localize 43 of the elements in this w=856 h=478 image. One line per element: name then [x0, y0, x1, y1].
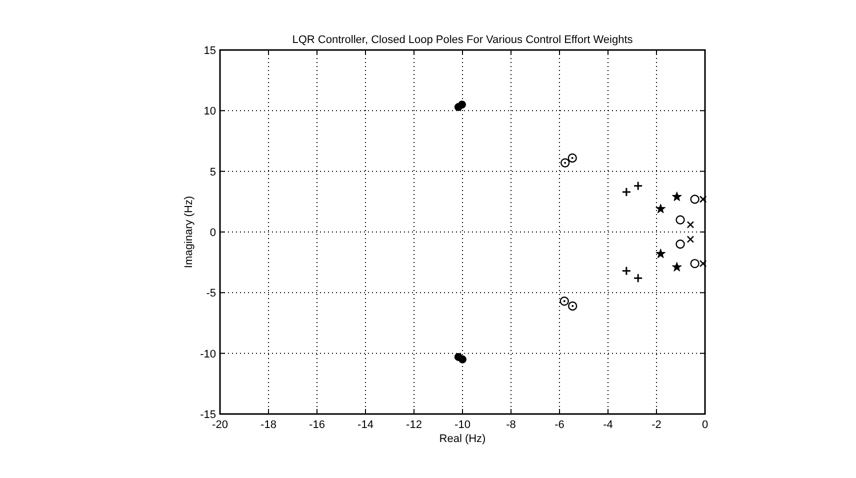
y-axis-title: Imaginary (Hz) — [183, 196, 195, 268]
x-tick-label: -6 — [554, 419, 564, 431]
point — [633, 273, 643, 283]
point — [622, 266, 632, 276]
point — [656, 204, 666, 214]
x-tick-label: -4 — [603, 419, 613, 431]
point — [690, 194, 700, 204]
point — [656, 248, 666, 258]
point — [622, 187, 632, 197]
chart-title: LQR Controller, Closed Loop Poles For Various Control Effort Weights — [292, 34, 634, 46]
point — [686, 221, 694, 228]
point — [458, 100, 466, 109]
point — [672, 192, 682, 202]
x-axis-title: Real (Hz) — [439, 433, 486, 445]
point — [458, 355, 466, 364]
point — [568, 153, 577, 163]
point — [560, 158, 570, 168]
x-tick-label: -18 — [260, 419, 276, 431]
point — [699, 260, 707, 268]
point — [676, 215, 685, 224]
x-tick-label: -10 — [454, 419, 470, 431]
point — [690, 258, 700, 268]
y-tick-label: -5 — [206, 288, 216, 300]
point — [633, 181, 643, 191]
point — [672, 262, 682, 272]
y-tick-label: 10 — [204, 106, 216, 118]
x-tick-label: -8 — [506, 419, 516, 431]
x-tick-label: -12 — [406, 419, 422, 431]
point — [568, 301, 578, 311]
x-tick-label: -14 — [358, 419, 374, 431]
y-tick-label: 15 — [204, 45, 216, 57]
point — [560, 296, 569, 306]
y-tick-label: -10 — [200, 348, 216, 360]
point — [686, 236, 694, 243]
x-tick-label: 0 — [702, 419, 708, 431]
y-tick-label: 5 — [210, 166, 216, 178]
point — [676, 240, 685, 249]
point — [699, 196, 707, 203]
x-tick-label: -16 — [309, 419, 325, 431]
y-tick-label: -15 — [200, 409, 216, 421]
x-tick-label: -2 — [652, 419, 662, 431]
y-tick-label: 0 — [210, 227, 216, 239]
x-tick-label: -20 — [212, 419, 228, 431]
